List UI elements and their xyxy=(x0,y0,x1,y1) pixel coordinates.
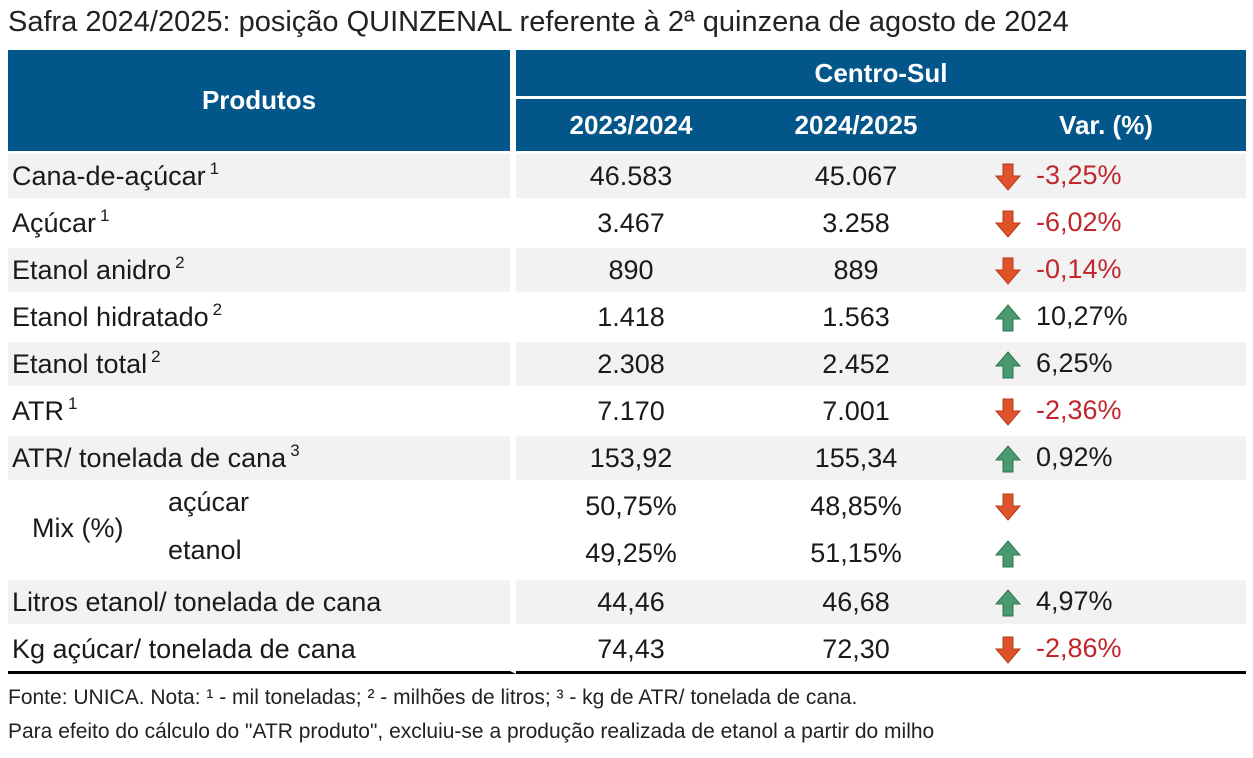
arrow-down-icon xyxy=(994,163,1022,191)
footnote-marker: 3 xyxy=(290,440,300,460)
mix-acucar-label: açúcar xyxy=(168,487,250,517)
row-label: ATR/ tonelada de cana 3 xyxy=(8,433,516,480)
row-label: ATR 1 xyxy=(8,386,516,433)
value-2024-2025: 7.001 xyxy=(746,386,966,433)
value-2024-2025: 45.067 xyxy=(746,151,966,198)
variation-value: -0,14% xyxy=(1036,254,1122,285)
footnote-marker: 2 xyxy=(151,346,161,366)
row-label: Cana-de-açúcar 1 xyxy=(8,151,516,198)
variation-value: -2,86% xyxy=(1036,633,1122,664)
variation-cell: -2,86% xyxy=(966,624,1246,674)
row-label: Etanol total 2 xyxy=(8,339,516,386)
footnote-marker: 1 xyxy=(209,158,220,178)
table-row: Cana-de-açúcar 1 46.583 45.067 -3,25% xyxy=(8,151,1246,198)
row-label: Açúcar 1 xyxy=(8,198,516,245)
variation-cell: -2,36% xyxy=(966,386,1246,433)
value-2023-2024: 44,46 xyxy=(516,577,746,624)
footnote-marker: 2 xyxy=(212,299,223,319)
arrow-down-icon xyxy=(994,210,1022,238)
value-2024-2025: 889 xyxy=(746,245,966,292)
mix-label: Mix (%) xyxy=(32,513,124,543)
arrow-up-icon xyxy=(994,351,1022,379)
header-2023-2024: 2023/2024 xyxy=(516,96,746,151)
value-2023-2024: 46.583 xyxy=(516,151,746,198)
row-label: Etanol anidro 2 xyxy=(8,245,516,292)
variation-value: -3,25% xyxy=(1036,160,1122,191)
variation-value: 10,27% xyxy=(1036,301,1128,332)
footnote-marker: 2 xyxy=(175,252,185,272)
table-row: Etanol total 2 2.308 2.452 6,25% xyxy=(8,339,1246,386)
mix-variation xyxy=(966,480,1246,577)
arrow-up-icon xyxy=(994,539,1022,567)
row-label: Kg açúcar/ tonelada de cana xyxy=(8,624,516,674)
variation-value: 0,92% xyxy=(1036,442,1113,473)
variation-cell: -0,14% xyxy=(966,245,1246,292)
variation-cell: 10,27% xyxy=(966,292,1246,339)
variation-cell: -3,25% xyxy=(966,151,1246,198)
page-title: Safra 2024/2025: posição QUINZENAL refer… xyxy=(8,6,1069,38)
arrow-down-icon xyxy=(994,398,1022,426)
variation-cell: 4,97% xyxy=(966,577,1246,624)
mix-2023-2024: 50,75% 49,25% xyxy=(516,480,746,577)
value-2023-2024: 153,92 xyxy=(516,433,746,480)
variation-value: -6,02% xyxy=(1036,207,1122,238)
header-region: Centro-Sul xyxy=(516,50,1246,96)
value-2024-2025: 2.452 xyxy=(746,339,966,386)
value-2024-2025: 1.563 xyxy=(746,292,966,339)
table-row: Açúcar 1 3.467 3.258 -6,02% xyxy=(8,198,1246,245)
variation-cell: -6,02% xyxy=(966,198,1246,245)
arrow-down-icon xyxy=(994,493,1022,521)
value-2024-2025: 72,30 xyxy=(746,624,966,674)
footnote-source: Fonte: UNICA. Nota: ¹ - mil toneladas; ²… xyxy=(8,686,858,709)
value-2023-2024: 74,43 xyxy=(516,624,746,674)
table-row: ATR 1 7.170 7.001 -2,36% xyxy=(8,386,1246,433)
value-2023-2024: 2.308 xyxy=(516,339,746,386)
arrow-up-icon xyxy=(994,304,1022,332)
variation-value: 4,97% xyxy=(1036,586,1113,617)
value-2023-2024: 1.418 xyxy=(516,292,746,339)
variation-value: -2,36% xyxy=(1036,395,1122,426)
table-row: Etanol hidratado 2 1.418 1.563 10,27% xyxy=(8,292,1246,339)
table-row-mix: Mix (%) açúcar etanol 50,75% 49,25% 48,85% 51,… xyxy=(8,480,1246,577)
table-row: Litros etanol/ tonelada de cana 44,46 46,6… xyxy=(8,577,1246,624)
mix-2024-2025: 48,85% 51,15% xyxy=(746,480,966,577)
value-2024-2025: 155,34 xyxy=(746,433,966,480)
value-2024-2025: 3.258 xyxy=(746,198,966,245)
table-row: Kg açúcar/ tonelada de cana 74,43 72,30 -2,… xyxy=(8,624,1246,674)
arrow-down-icon xyxy=(994,257,1022,285)
header-variation: Var. (%) xyxy=(966,96,1246,151)
header-produtos: Produtos xyxy=(8,50,516,151)
variation-cell: 0,92% xyxy=(966,433,1246,480)
production-table: Produtos Centro-Sul 2023/2024 2024/2025 … xyxy=(8,50,1246,674)
row-label: Litros etanol/ tonelada de cana xyxy=(8,577,516,624)
arrow-down-icon xyxy=(994,636,1022,664)
row-label: Etanol hidratado 2 xyxy=(8,292,516,339)
footnote-marker: 1 xyxy=(68,393,78,413)
value-2024-2025: 46,68 xyxy=(746,577,966,624)
arrow-up-icon xyxy=(994,445,1022,473)
table-row: ATR/ tonelada de cana 3 153,92 155,34 0,92% xyxy=(8,433,1246,480)
header-2024-2025: 2024/2025 xyxy=(746,96,966,151)
mix-etanol-label: etanol xyxy=(168,535,242,565)
footnote-marker: 1 xyxy=(100,205,110,225)
arrow-up-icon xyxy=(994,589,1022,617)
mix-label-cell: Mix (%) açúcar etanol xyxy=(8,480,516,577)
footnote-atr: Para efeito do cálculo do "ATR produto",… xyxy=(8,720,935,743)
table-row: Etanol anidro 2 890 889 -0,14% xyxy=(8,245,1246,292)
value-2023-2024: 890 xyxy=(516,245,746,292)
variation-cell: 6,25% xyxy=(966,339,1246,386)
value-2023-2024: 7.170 xyxy=(516,386,746,433)
variation-value: 6,25% xyxy=(1036,348,1113,379)
value-2023-2024: 3.467 xyxy=(516,198,746,245)
